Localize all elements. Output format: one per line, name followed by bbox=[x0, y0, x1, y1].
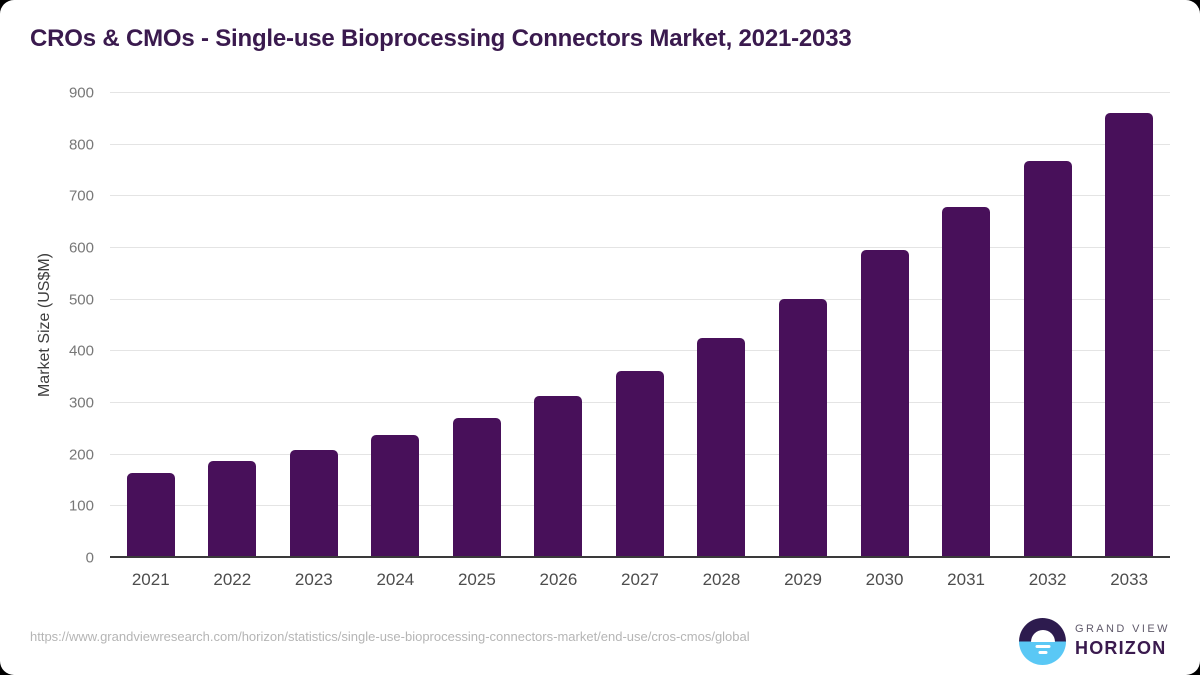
x-tick-label-2029: 2029 bbox=[784, 570, 822, 589]
x-tick-label-2025: 2025 bbox=[457, 570, 496, 589]
x-tick-label-2023: 2023 bbox=[294, 570, 333, 589]
x-tick-label-2033: 2033 bbox=[1110, 570, 1149, 589]
bar-2021 bbox=[126, 472, 175, 558]
bar-slot-2026 bbox=[518, 93, 600, 558]
y-tick-label-800: 800 bbox=[68, 136, 94, 154]
gridline-400 bbox=[110, 350, 1170, 352]
bar-slot-2030 bbox=[844, 93, 926, 558]
bar-2033 bbox=[1105, 113, 1154, 558]
bar-2028 bbox=[697, 337, 746, 558]
bar-slot-2032 bbox=[1007, 93, 1089, 558]
y-tick-label-500: 500 bbox=[68, 291, 94, 309]
bar-2027 bbox=[615, 370, 664, 558]
bar-2025 bbox=[452, 417, 501, 558]
bar-2026 bbox=[534, 396, 583, 558]
gridline-600 bbox=[110, 247, 1170, 249]
bar-slot-2024 bbox=[355, 93, 437, 558]
bar-slot-2033 bbox=[1088, 93, 1170, 558]
bar-2022 bbox=[208, 461, 257, 558]
x-tick-label-2022: 2022 bbox=[213, 570, 252, 589]
bar-2029 bbox=[779, 299, 828, 558]
grand-view-horizon-logo: GRAND VIEW HORIZON bbox=[1019, 618, 1170, 665]
bar-slot-2027 bbox=[599, 93, 681, 558]
logo-brand-bottom: HORIZON bbox=[1075, 638, 1167, 659]
bar-2024 bbox=[371, 435, 420, 558]
bar-slot-2025 bbox=[436, 93, 518, 558]
bar-slot-2022 bbox=[192, 93, 274, 558]
y-tick-label-400: 400 bbox=[68, 342, 94, 360]
y-tick-label-600: 600 bbox=[68, 239, 94, 257]
bar-slot-2021 bbox=[110, 93, 192, 558]
y-tick-label-0: 0 bbox=[85, 549, 94, 567]
x-tick-label-2030: 2030 bbox=[865, 570, 904, 589]
reflection-line-1 bbox=[1035, 645, 1050, 648]
reflection-line-2 bbox=[1038, 651, 1047, 654]
x-tick-label-2024: 2024 bbox=[376, 570, 415, 589]
y-axis-title: Market Size (US$M) bbox=[36, 252, 53, 398]
gridline-900 bbox=[110, 92, 1170, 93]
bar-2031 bbox=[942, 206, 991, 558]
chart-title: CROs & CMOs - Single-use Bioprocessing C… bbox=[30, 25, 852, 52]
x-tick-label-2028: 2028 bbox=[702, 570, 741, 589]
y-tick-label-700: 700 bbox=[68, 187, 94, 205]
x-tick-label-2031: 2031 bbox=[947, 570, 985, 589]
bar-slot-2028 bbox=[681, 93, 763, 558]
y-tick-label-900: 900 bbox=[68, 84, 94, 102]
gridline-800 bbox=[110, 143, 1170, 145]
y-tick-label-300: 300 bbox=[68, 394, 94, 412]
horizon-sun-icon bbox=[1019, 618, 1066, 665]
bar-2032 bbox=[1023, 161, 1072, 558]
x-axis-labels: 2021 2022 2023 2024 2025 2026 2027 2028 2029 2030… bbox=[110, 570, 1170, 590]
bar-series bbox=[110, 93, 1170, 558]
bar-chart-plot-area: 2021 2022 2023 2024 2025 2026 2027 2028 2029 2030… bbox=[69, 85, 1170, 589]
bar-2023 bbox=[289, 450, 338, 558]
logo-brand-top: GRAND VIEW bbox=[1075, 623, 1170, 636]
x-tick-label-2032: 2032 bbox=[1028, 570, 1067, 589]
logo-wordmark: GRAND VIEW HORIZON bbox=[1075, 623, 1170, 659]
sun-dome-shape bbox=[1030, 629, 1055, 642]
bar-2030 bbox=[860, 250, 909, 558]
x-tick-label-2021: 2021 bbox=[131, 570, 170, 589]
gridline-500 bbox=[110, 298, 1170, 300]
x-tick-label-2026: 2026 bbox=[539, 570, 578, 589]
bar-slot-2031 bbox=[925, 93, 1007, 558]
y-tick-label-100: 100 bbox=[68, 497, 94, 515]
y-tick-label-200: 200 bbox=[68, 446, 94, 464]
x-axis-line bbox=[110, 556, 1170, 558]
bar-slot-2029 bbox=[762, 93, 844, 558]
source-url: https://www.grandviewresearch.com/horizo… bbox=[30, 629, 750, 644]
bar-slot-2023 bbox=[273, 93, 355, 558]
gridline-700 bbox=[110, 195, 1170, 197]
x-tick-label-2027: 2027 bbox=[621, 570, 659, 589]
